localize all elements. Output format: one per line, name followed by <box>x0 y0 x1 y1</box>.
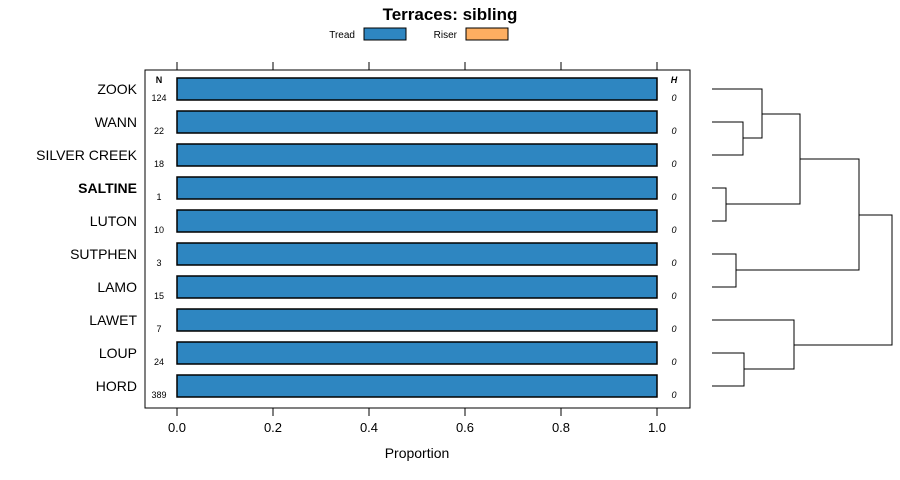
h-value: 0 <box>671 291 676 301</box>
x-tick-label: 0.0 <box>168 420 186 435</box>
dendrogram-branch <box>794 214 893 346</box>
bar-tread-zook <box>176 77 658 101</box>
category-label-silver-creek: SILVER CREEK <box>36 147 138 163</box>
h-header: H <box>671 75 678 85</box>
category-label-hord: HORD <box>96 378 137 394</box>
bar-tread-luton <box>176 209 658 233</box>
h-value: 0 <box>671 159 676 169</box>
x-tick-label: 0.2 <box>264 420 282 435</box>
category-label-saltine: SALTINE <box>78 180 137 196</box>
legend-label-tread: Tread <box>329 30 355 41</box>
category-label-wann: WANN <box>95 114 137 130</box>
chart-title: Terraces: sibling <box>383 5 518 24</box>
bar-tread-sutphen <box>176 242 658 266</box>
x-axis-label: Proportion <box>385 445 450 461</box>
h-value: 0 <box>671 126 676 136</box>
n-value: 22 <box>154 126 164 136</box>
h-value: 0 <box>671 192 676 202</box>
x-tick-label: 0.8 <box>552 420 570 435</box>
n-header: N <box>156 75 163 85</box>
category-label-lamo: LAMO <box>97 279 137 295</box>
x-tick-label: 0.4 <box>360 420 378 435</box>
h-value: 0 <box>671 357 676 367</box>
plot-frame <box>144 69 691 409</box>
dendrogram-branch <box>712 121 744 156</box>
x-tick-label: 1.0 <box>648 420 666 435</box>
dendrogram-branch <box>736 158 860 271</box>
n-value: 15 <box>154 291 164 301</box>
x-tick-label: 0.6 <box>456 420 474 435</box>
category-label-zook: ZOOK <box>97 81 137 97</box>
h-value: 0 <box>671 390 676 400</box>
dendrogram-branch <box>712 187 727 222</box>
bar-tread-saltine <box>176 176 658 200</box>
bar-tread-lamo <box>176 275 658 299</box>
n-value: 124 <box>151 93 166 103</box>
bar-tread-hord <box>176 374 658 398</box>
dendrogram-branch <box>712 319 795 370</box>
n-value: 18 <box>154 159 164 169</box>
bar-tread-lawet <box>176 308 658 332</box>
category-label-luton: LUTON <box>90 213 137 229</box>
bar-tread-loup <box>176 341 658 365</box>
n-value: 10 <box>154 225 164 235</box>
category-label-lawet: LAWET <box>89 312 137 328</box>
n-value: 389 <box>151 390 166 400</box>
bar-tread-silver-creek <box>176 143 658 167</box>
n-value: 3 <box>156 258 161 268</box>
dendrogram <box>712 88 893 387</box>
n-value: 1 <box>156 192 161 202</box>
dendrogram-branch <box>712 253 737 288</box>
dendrogram-branch <box>712 88 763 139</box>
legend-label-riser: Riser <box>434 30 458 41</box>
category-label-sutphen: SUTPHEN <box>70 246 137 262</box>
category-label-loup: LOUP <box>99 345 137 361</box>
n-value: 7 <box>156 324 161 334</box>
h-value: 0 <box>671 225 676 235</box>
h-value: 0 <box>671 324 676 334</box>
h-value: 0 <box>671 258 676 268</box>
h-value: 0 <box>671 93 676 103</box>
dendrogram-branch <box>712 352 745 387</box>
x-axis: 0.0 0.2 0.4 0.6 0.8 1.0 <box>168 62 666 435</box>
legend-swatch-tread <box>363 27 407 41</box>
n-value: 24 <box>154 357 164 367</box>
dendrogram-branch <box>726 113 801 205</box>
legend: Tread Riser <box>329 27 509 41</box>
bar-tread-wann <box>176 110 658 134</box>
legend-swatch-riser <box>465 27 509 41</box>
